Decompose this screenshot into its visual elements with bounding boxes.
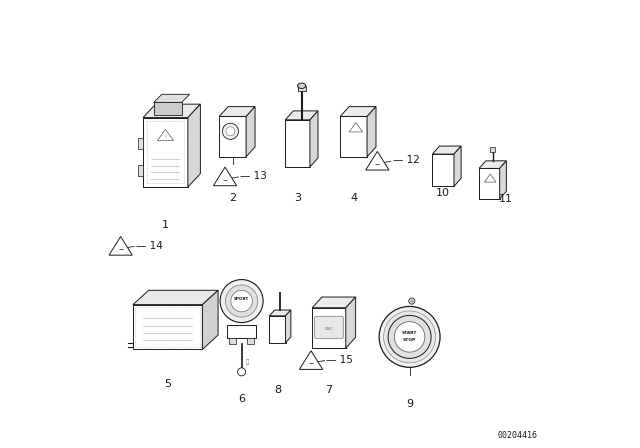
Circle shape bbox=[237, 368, 246, 376]
Polygon shape bbox=[312, 297, 356, 308]
Text: ⓔ: ⓔ bbox=[246, 359, 249, 365]
Text: 00204416: 00204416 bbox=[497, 431, 538, 440]
Text: 3: 3 bbox=[294, 193, 301, 202]
Text: DSC: DSC bbox=[324, 327, 333, 331]
Text: 8: 8 bbox=[274, 385, 281, 395]
Polygon shape bbox=[154, 94, 189, 102]
Circle shape bbox=[220, 280, 263, 323]
Text: START: START bbox=[402, 332, 417, 335]
Polygon shape bbox=[154, 102, 182, 115]
Polygon shape bbox=[340, 107, 376, 116]
Polygon shape bbox=[454, 146, 461, 186]
Polygon shape bbox=[246, 107, 255, 157]
Polygon shape bbox=[269, 310, 291, 316]
Polygon shape bbox=[202, 290, 218, 349]
Polygon shape bbox=[229, 338, 236, 344]
Text: — 14: — 14 bbox=[136, 241, 163, 250]
Polygon shape bbox=[433, 154, 454, 186]
Polygon shape bbox=[227, 325, 256, 338]
Polygon shape bbox=[285, 111, 318, 120]
Circle shape bbox=[394, 322, 425, 352]
Text: 10: 10 bbox=[436, 188, 450, 198]
Polygon shape bbox=[433, 146, 461, 154]
Text: 7: 7 bbox=[325, 385, 333, 395]
Polygon shape bbox=[310, 111, 318, 167]
Polygon shape bbox=[138, 165, 143, 176]
Text: 9: 9 bbox=[406, 399, 413, 409]
Circle shape bbox=[226, 127, 235, 136]
Circle shape bbox=[225, 285, 258, 317]
Polygon shape bbox=[188, 104, 200, 187]
Polygon shape bbox=[298, 86, 306, 91]
Bar bbox=[135, 307, 200, 347]
Text: 5: 5 bbox=[164, 379, 171, 388]
Text: 4: 4 bbox=[350, 193, 357, 202]
Circle shape bbox=[383, 311, 436, 363]
Polygon shape bbox=[138, 138, 143, 149]
Text: — 15: — 15 bbox=[326, 355, 353, 365]
Polygon shape bbox=[285, 310, 291, 343]
Text: 2: 2 bbox=[229, 193, 236, 202]
Polygon shape bbox=[133, 305, 202, 349]
Text: SPORT: SPORT bbox=[234, 297, 249, 301]
Circle shape bbox=[231, 290, 252, 312]
Text: ~: ~ bbox=[118, 247, 124, 252]
Polygon shape bbox=[500, 161, 506, 199]
Polygon shape bbox=[269, 316, 285, 343]
Polygon shape bbox=[143, 104, 200, 117]
Polygon shape bbox=[367, 107, 376, 157]
Text: ~: ~ bbox=[308, 361, 314, 366]
Text: !: ! bbox=[164, 135, 166, 140]
Polygon shape bbox=[133, 290, 218, 305]
Text: — 12: — 12 bbox=[392, 155, 419, 165]
FancyBboxPatch shape bbox=[315, 316, 343, 339]
Circle shape bbox=[379, 306, 440, 367]
Polygon shape bbox=[300, 351, 323, 370]
Polygon shape bbox=[479, 161, 506, 168]
Circle shape bbox=[409, 298, 415, 304]
Circle shape bbox=[222, 123, 239, 139]
Text: — 13: — 13 bbox=[240, 171, 267, 181]
Text: 1: 1 bbox=[162, 220, 169, 229]
Polygon shape bbox=[340, 116, 367, 157]
Text: ~: ~ bbox=[222, 177, 228, 183]
Polygon shape bbox=[219, 116, 246, 157]
Polygon shape bbox=[312, 308, 346, 348]
Text: ~: ~ bbox=[374, 162, 380, 167]
Bar bbox=[147, 121, 184, 184]
Circle shape bbox=[388, 315, 431, 358]
Polygon shape bbox=[285, 120, 310, 167]
Polygon shape bbox=[490, 147, 495, 152]
Text: STOP: STOP bbox=[403, 338, 416, 342]
Ellipse shape bbox=[298, 83, 306, 89]
Polygon shape bbox=[365, 151, 389, 170]
Polygon shape bbox=[143, 117, 188, 187]
Polygon shape bbox=[346, 297, 356, 348]
Polygon shape bbox=[247, 338, 254, 344]
Text: 6: 6 bbox=[238, 394, 245, 404]
Polygon shape bbox=[109, 237, 132, 255]
Polygon shape bbox=[219, 107, 255, 116]
Polygon shape bbox=[213, 167, 237, 186]
Polygon shape bbox=[479, 168, 500, 199]
Text: 11: 11 bbox=[499, 194, 513, 204]
